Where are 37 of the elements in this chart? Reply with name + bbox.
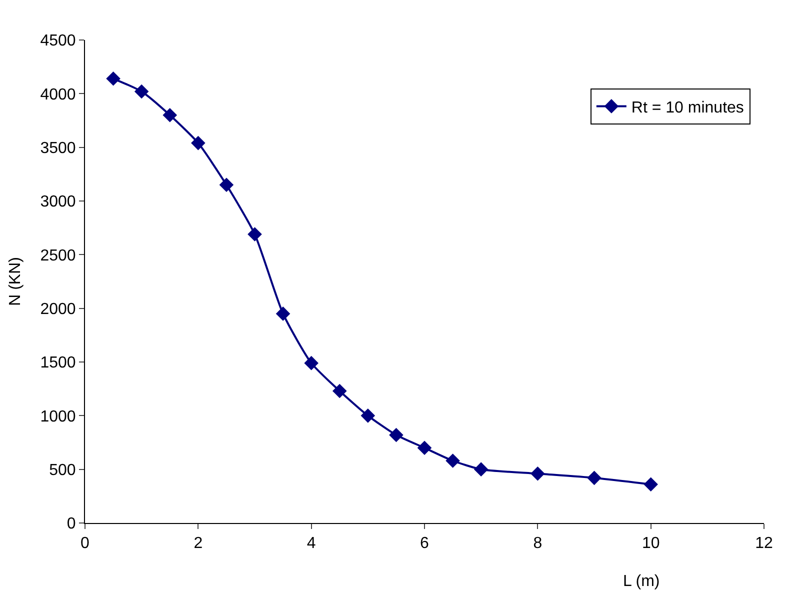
x-tick-label: 4 xyxy=(306,535,316,552)
y-tick-label: 0 xyxy=(66,516,76,533)
point xyxy=(587,470,602,486)
point xyxy=(446,454,460,468)
point xyxy=(417,440,432,456)
y-tick-label: 500 xyxy=(49,462,76,479)
x-tick-label: 6 xyxy=(420,535,430,552)
point xyxy=(276,306,290,321)
point xyxy=(191,136,206,150)
point xyxy=(360,408,376,423)
x-tick-label: 10 xyxy=(642,535,660,552)
legend-label: Rt = 10 minutes xyxy=(631,99,744,116)
y-tick-label: 2000 xyxy=(40,300,76,318)
x-tick-label: 8 xyxy=(533,535,542,552)
point xyxy=(332,384,347,398)
point xyxy=(134,84,149,99)
y-tick-label: 3000 xyxy=(40,194,76,211)
point xyxy=(219,178,234,192)
y-tick-label: 2500 xyxy=(40,247,76,264)
point xyxy=(474,462,488,476)
point xyxy=(389,428,404,442)
y-tick-label: 1000 xyxy=(40,408,76,426)
point xyxy=(162,108,178,122)
x-tick-label: 0 xyxy=(80,535,90,552)
point xyxy=(106,71,120,86)
y-tick-label: 1500 xyxy=(40,354,76,372)
point xyxy=(530,466,545,481)
y-tick-label: 4000 xyxy=(40,86,76,104)
y-tick-label: 3500 xyxy=(40,140,76,157)
point xyxy=(304,356,318,370)
point xyxy=(644,477,658,492)
y-tick-label: 4500 xyxy=(40,32,76,50)
point xyxy=(248,227,262,242)
x-axis-title: L (m) xyxy=(623,573,660,590)
y-axis-title: N (KN) xyxy=(7,257,24,306)
x-tick-label: 2 xyxy=(194,535,203,552)
x-tick-label: 12 xyxy=(755,535,773,552)
